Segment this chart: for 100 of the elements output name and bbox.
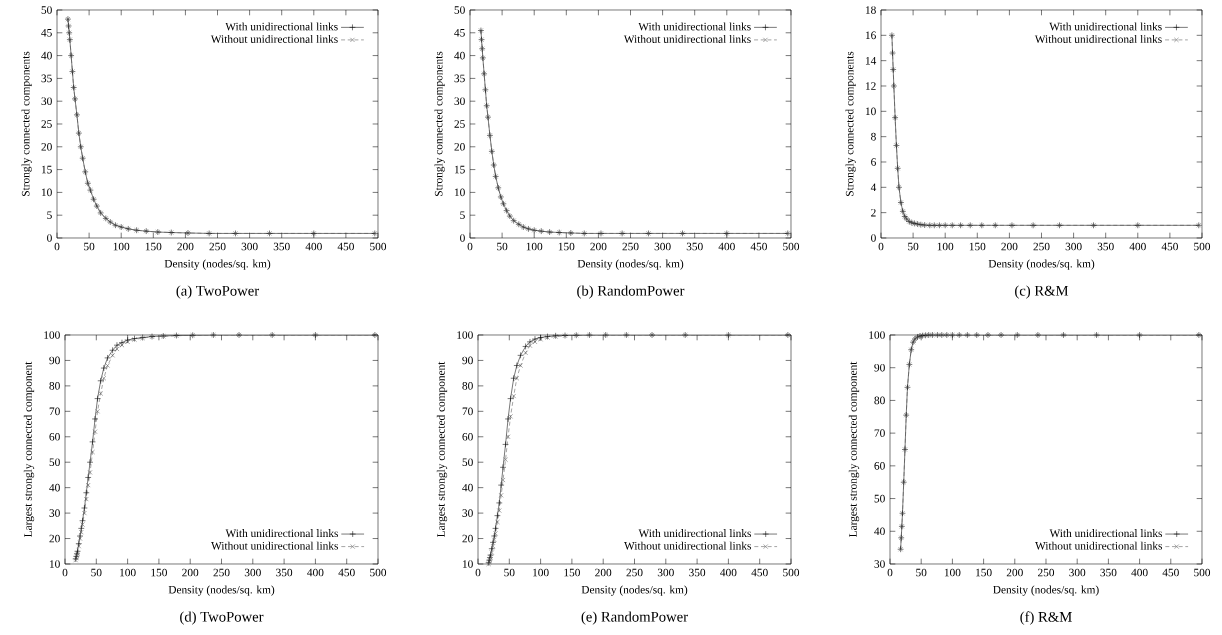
x-tick-label: 250	[213, 568, 230, 577]
x-tick-label: 300	[244, 568, 261, 577]
y-tick-label: 80	[462, 382, 473, 390]
text: (b) RandomPower	[577, 285, 685, 299]
y-axis-title: Largest strongly connected component	[436, 361, 448, 538]
y-tick-label: 90	[874, 363, 885, 372]
y-tick-label: 50	[874, 494, 885, 503]
y-tick-label: 15	[41, 165, 52, 174]
x-tick-label: 500	[783, 242, 800, 251]
y-axis-title: Largest strongly connected component	[23, 361, 35, 538]
x-tick-label: 100	[113, 242, 130, 251]
y-tick-label: 45	[454, 29, 465, 37]
y-tick-label: 20	[454, 142, 465, 151]
y-tick-label: 30	[41, 97, 52, 106]
x-tick-label: 350	[689, 568, 706, 577]
y-tick-label: 30	[454, 97, 465, 106]
legend-label: With unidirectional links	[1049, 22, 1162, 31]
x-tick-label: 250	[626, 568, 643, 577]
y-tick-label: 70	[462, 407, 473, 416]
y-tick-label: 25	[41, 120, 52, 128]
x-tick-label: 400	[307, 568, 324, 577]
y-tick-label: 4	[870, 183, 877, 192]
y-tick-label: 10	[49, 560, 60, 568]
x-tick-label: 400	[1131, 568, 1148, 577]
x-tick-label: 150	[976, 568, 992, 577]
y-tick-label: 35	[41, 74, 52, 83]
y-tick-label: 5	[47, 211, 52, 219]
x-tick-label: 250	[1038, 568, 1055, 577]
x-tick-label: 400	[720, 568, 737, 577]
text: (e) RandomPower	[581, 611, 688, 625]
x-tick-label: 100	[526, 242, 543, 251]
y-tick-label: 40	[41, 51, 52, 60]
x-axis-title: Density (nodes/sq. km)	[577, 259, 684, 270]
legend-label: Without unidirectional links	[1034, 34, 1162, 43]
legend-label: With unidirectional links	[225, 22, 338, 31]
x-tick-label: 50	[916, 568, 927, 577]
text: (c) R&M	[1015, 285, 1069, 299]
x-tick-label: 0	[887, 568, 893, 577]
x-tick-label: 400	[305, 242, 322, 251]
y-tick-label: 40	[462, 483, 473, 492]
y-tick-label: 50	[462, 458, 473, 467]
x-tick-label: 0	[62, 568, 68, 577]
x-axis-title: Density (nodes/sq. km)	[164, 259, 271, 270]
y-tick-label: 20	[41, 142, 52, 151]
x-tick-label: 350	[273, 242, 290, 251]
x-tick-label: 100	[120, 568, 136, 577]
x-tick-label: 450	[751, 568, 768, 577]
y-tick-label: 10	[865, 107, 876, 116]
y-tick-label: 60	[462, 432, 473, 441]
y-tick-label: 20	[49, 534, 60, 543]
y-tick-label: 16	[865, 31, 876, 40]
y-tick-label: 2	[871, 208, 876, 217]
y-axis-title: Largest strongly connected component	[848, 361, 860, 538]
x-tick-label: 450	[1161, 242, 1178, 251]
y-tick-label: 12	[865, 82, 876, 90]
x-tick-label: 300	[657, 568, 674, 577]
x-tick-label: 350	[686, 242, 703, 251]
y-tick-label: 15	[454, 165, 465, 174]
y-tick-label: 50	[41, 6, 52, 14]
text: (d) TwoPower	[180, 611, 264, 625]
x-tick-label: 250	[209, 242, 226, 251]
x-tick-label: 50	[84, 242, 95, 251]
y-tick-label: 60	[874, 462, 885, 470]
x-tick-label: 500	[370, 242, 387, 251]
y-tick-label: 40	[874, 527, 885, 536]
y-tick-label: 0	[460, 234, 465, 242]
y-tick-label: 80	[874, 396, 885, 405]
y-tick-label: 8	[871, 132, 876, 141]
y-tick-label: 10	[454, 188, 465, 197]
legend-label: With unidirectional links	[1049, 529, 1163, 538]
x-tick-label: 200	[590, 242, 607, 251]
x-tick-label: 400	[718, 242, 735, 251]
x-tick-label: 350	[1100, 568, 1117, 577]
y-tick-label: 50	[454, 6, 465, 14]
x-tick-label: 300	[1069, 568, 1086, 577]
y-tick-label: 80	[49, 382, 60, 390]
x-tick-label: 0	[475, 568, 481, 577]
x-tick-label: 350	[1097, 242, 1114, 251]
y-tick-label: 100	[457, 331, 473, 339]
y-tick-label: 10	[41, 188, 52, 197]
x-tick-label: 100	[937, 242, 954, 251]
x-tick-label: 150	[151, 568, 167, 577]
legend-label: With unidirectional links	[638, 22, 751, 31]
y-tick-label: 0	[871, 234, 876, 242]
x-tick-label: 50	[504, 568, 515, 577]
legend-label: With unidirectional links	[225, 529, 338, 538]
legend-label: With unidirectional links	[638, 529, 751, 538]
x-tick-label: 350	[276, 568, 293, 577]
y-tick-label: 6	[871, 158, 876, 166]
legend-label: Without unidirectional links	[624, 541, 751, 550]
legend-label: Without unidirectional links	[211, 541, 338, 550]
y-axis-title: Strongly connected components	[845, 51, 856, 196]
y-tick-label: 45	[41, 29, 52, 37]
x-tick-label: 250	[1033, 242, 1050, 251]
x-axis-title: Density (nodes/sq. km)	[993, 585, 1099, 596]
y-tick-label: 20	[462, 534, 473, 543]
y-tick-label: 100	[869, 331, 885, 339]
y-tick-label: 35	[454, 74, 465, 83]
x-tick-label: 150	[564, 568, 580, 577]
x-tick-label: 50	[908, 242, 919, 251]
